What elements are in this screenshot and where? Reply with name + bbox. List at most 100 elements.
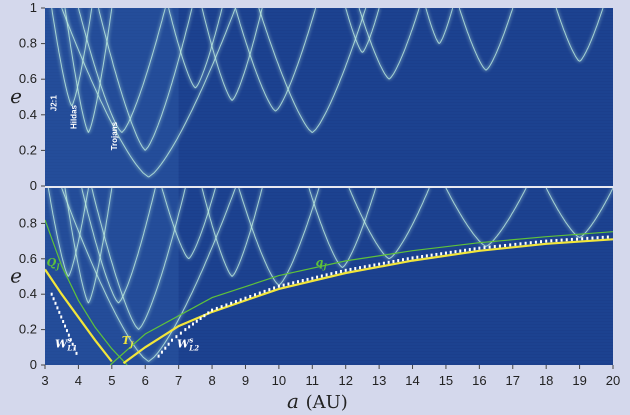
y-axis-label: e [10, 264, 22, 288]
resonance-ridge [311, 8, 367, 133]
resonance-ridge [258, 8, 313, 133]
resonance-ridge [87, 8, 113, 133]
curve-Q-J [45, 219, 128, 365]
manifold-dot [157, 354, 160, 358]
x-tick-label: 14 [405, 373, 419, 388]
manifold-dot [325, 273, 328, 277]
manifold-dot [498, 244, 501, 248]
label-WL2-sup: s [189, 335, 193, 344]
manifold-dot [425, 254, 428, 258]
manifold-dot [258, 291, 261, 295]
x-tick-label: 20 [606, 373, 620, 388]
manifold-dot [514, 242, 517, 246]
manifold-dot [416, 255, 419, 259]
x-axis-unit: (AU) [306, 392, 348, 413]
label-WL2-sub: L2 [188, 343, 199, 352]
population-label: Trojans [110, 121, 119, 150]
manifold-dot [179, 331, 182, 335]
manifold-dot [509, 243, 512, 247]
label-qJ: qJ [316, 256, 328, 271]
manifold-dot [421, 255, 424, 259]
label-QJ-sub: J [54, 262, 60, 271]
manifold-dot [67, 333, 70, 337]
resonance-ridge [342, 188, 377, 268]
label-WL2: Ws L2 [177, 335, 199, 352]
manifold-dot [207, 311, 210, 315]
manifold-dot [519, 242, 522, 246]
curve-T-J [45, 268, 113, 363]
x-tick-label: 4 [75, 373, 82, 388]
manifold-dot [349, 267, 352, 271]
manifold-dot [444, 251, 447, 255]
y-tick-label: 0.8 [19, 215, 37, 230]
resonance-ridge [231, 8, 263, 101]
manifold-dot [534, 240, 537, 244]
x-tick-label: 18 [539, 373, 553, 388]
manifold-dot [170, 338, 173, 342]
resonance-ridge [438, 8, 454, 44]
manifold-dot [373, 263, 376, 267]
manifold-dot [62, 320, 65, 324]
manifold-dot [478, 246, 481, 250]
manifold-dot [195, 319, 198, 323]
resonance-ridge [579, 188, 613, 239]
resonance-ridge [201, 188, 233, 277]
resonance-ridge [345, 8, 363, 53]
x-tick-label: 5 [108, 373, 115, 388]
resonance-ridge [67, 188, 89, 277]
resonance-ridge [348, 188, 390, 260]
resonance-ridge [358, 8, 390, 80]
label-QJ: QJ [47, 256, 61, 271]
resonance-ridge [77, 8, 123, 133]
manifold-dot [69, 338, 72, 342]
y-tick-label: 0 [30, 178, 37, 193]
manifold-dot [550, 239, 553, 243]
manifold-dot [344, 268, 347, 272]
label-TJ-sub: J [128, 340, 134, 349]
y-tick-label: 0.2 [19, 142, 37, 157]
manifold-dot [576, 237, 579, 241]
manifold-dot [473, 247, 476, 251]
manifold-dot [52, 297, 55, 301]
manifold-dot [493, 245, 496, 249]
manifold-dot [230, 301, 233, 305]
x-tick-label: 6 [142, 373, 149, 388]
x-tick-label: 15 [439, 373, 453, 388]
resonance-ridge [231, 188, 263, 277]
manifold-dot [378, 262, 381, 266]
label-qJ-main: q [316, 256, 324, 269]
resonance-ridge [458, 8, 487, 71]
manifold-dot [387, 260, 390, 264]
manifold-dot [570, 237, 573, 241]
manifold-dot [449, 250, 452, 254]
manifold-dot [249, 294, 252, 298]
manifold-dot [311, 276, 314, 280]
manifold-dot [164, 346, 167, 350]
resonance-ridge [64, 188, 89, 304]
manifold-dot [73, 347, 76, 351]
resonance-ridge [234, 8, 276, 112]
manifold-dot [545, 239, 548, 243]
resonance-ridge [485, 8, 514, 71]
manifold-dot [468, 248, 471, 252]
manifold-dot [406, 257, 409, 261]
manifold-dot [565, 238, 568, 242]
manifold-dot [339, 269, 342, 273]
population-label: J2:1 [50, 95, 59, 112]
manifold-dot [268, 288, 271, 292]
x-tick-label: 7 [175, 373, 182, 388]
resonance-ridge [144, 8, 193, 151]
y-tick-label: 0.4 [19, 286, 37, 301]
manifold-dot [555, 238, 558, 242]
manifold-dot [254, 293, 257, 297]
resonance-ridge [201, 8, 233, 101]
curve-q-J [109, 231, 613, 365]
y-axis-label: e [10, 84, 22, 108]
x-tick-label: 8 [208, 373, 215, 388]
resonance-ridge [362, 8, 380, 53]
manifold-dot [287, 282, 290, 286]
resonance-ridge [148, 8, 236, 178]
x-tick-label: 12 [338, 373, 352, 388]
